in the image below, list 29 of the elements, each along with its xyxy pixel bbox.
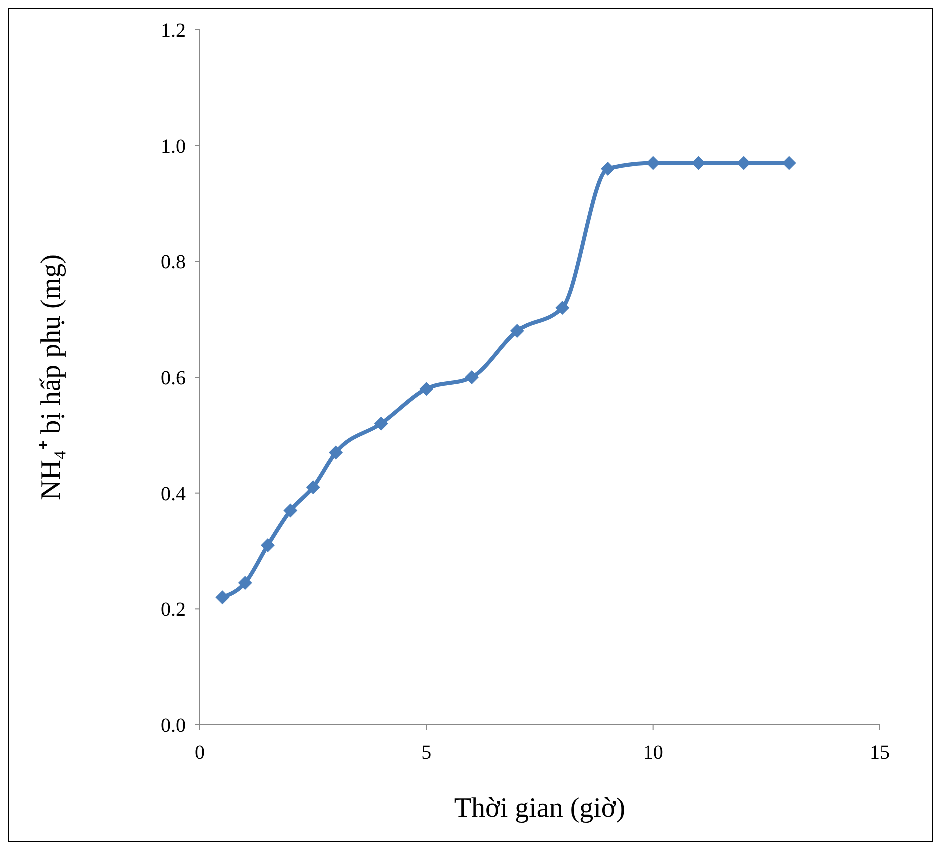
point (646, 156, 660, 170)
y-tick-label: 0.4 (161, 483, 186, 506)
point (692, 156, 706, 170)
y-tick-label: 1.2 (161, 20, 186, 42)
point (261, 538, 275, 552)
y-tick-label: 1.0 (161, 136, 186, 158)
point (737, 156, 751, 170)
point (216, 590, 230, 605)
point (374, 416, 388, 431)
point (510, 324, 524, 338)
x-tick-label: 5 (422, 742, 432, 764)
point (556, 301, 570, 315)
point (420, 382, 434, 396)
y-axis-title: NH₄⁺ bị hấp phụ (mg) (36, 254, 67, 500)
point (782, 156, 796, 170)
x-tick-label: 15 (870, 742, 890, 764)
point (238, 576, 252, 590)
point (306, 480, 320, 495)
point (284, 504, 298, 518)
y-tick-label: 0.0 (161, 715, 186, 737)
point (329, 446, 343, 460)
point (601, 162, 615, 176)
point (465, 370, 479, 384)
y-tick-label: 0.8 (161, 252, 186, 274)
y-tick-label: 0.2 (161, 599, 186, 622)
x-tick-label: 0 (195, 742, 205, 764)
x-axis-title: Thời gian (giờ) (454, 793, 626, 824)
y-tick-label: 0.6 (161, 368, 186, 390)
x-tick-label: 10 (643, 742, 664, 764)
